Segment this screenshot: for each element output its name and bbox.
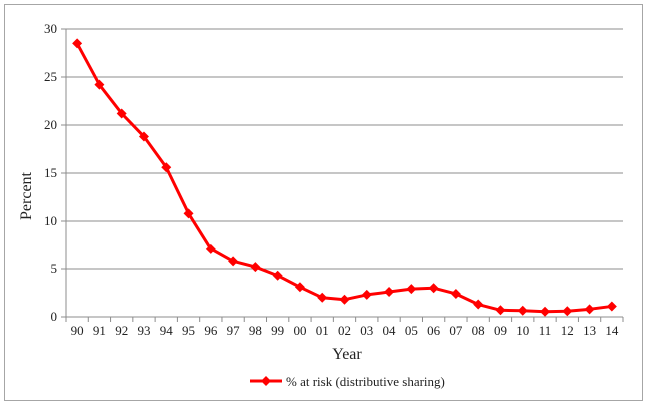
data-point: [205, 243, 216, 254]
legend-diamond-marker: [261, 376, 271, 386]
data-point: [606, 301, 617, 312]
y-tick-label: 25: [44, 69, 57, 84]
data-point: [473, 299, 484, 310]
data-point: [384, 287, 395, 298]
x-tick-label: 09: [494, 323, 507, 338]
gridlines: [66, 28, 623, 270]
y-axis-ticks: 0 5 10 15 20 25 30: [44, 21, 66, 324]
x-tick-label: 11: [539, 323, 552, 338]
x-tick-label: 00: [293, 323, 306, 338]
y-tick-label: 10: [44, 213, 57, 228]
y-tick-label: 5: [51, 261, 58, 276]
y-tick-label: 0: [51, 309, 58, 324]
x-tick-label: 91: [93, 323, 106, 338]
series-layer: [72, 38, 617, 317]
x-axis: [65, 29, 623, 318]
x-tick-label: 03: [360, 323, 373, 338]
x-tick-label: 94: [160, 323, 174, 338]
legend: % at risk (distributive sharing): [250, 374, 445, 389]
x-axis-ticks: 90 91 92 93 94 95 96 97 98 99 00 01 02 03 04 05 06 07 08 09…: [65, 317, 624, 338]
x-tick-label: 05: [405, 323, 418, 338]
x-tick-label: 96: [204, 323, 218, 338]
data-point: [562, 306, 573, 317]
data-point: [228, 256, 239, 267]
data-point: [361, 289, 372, 300]
x-tick-label: 01: [316, 323, 329, 338]
data-point: [116, 108, 127, 119]
data-point: [406, 284, 417, 295]
x-tick-label: 10: [516, 323, 529, 338]
data-point: [138, 131, 149, 142]
data-point: [294, 282, 305, 293]
x-tick-label: 04: [383, 323, 397, 338]
data-point: [428, 283, 439, 294]
x-tick-label: 12: [561, 323, 574, 338]
data-point: [94, 79, 105, 90]
chart-frame: [4, 4, 643, 401]
legend-label: % at risk (distributive sharing): [286, 374, 445, 389]
data-point: [517, 305, 528, 316]
x-tick-label: 92: [115, 323, 128, 338]
series-line: [75, 42, 613, 314]
x-tick-label: 93: [137, 323, 150, 338]
data-point: [72, 38, 83, 49]
y-tick-label: 20: [44, 117, 57, 132]
y-tick-label: 30: [44, 21, 57, 36]
x-tick-label: 14: [605, 323, 619, 338]
data-point: [317, 292, 328, 303]
data-point: [250, 262, 261, 273]
data-point: [540, 306, 551, 317]
y-axis-title: Percent: [18, 171, 35, 220]
data-point: [183, 208, 194, 219]
x-tick-label: 99: [271, 323, 284, 338]
data-point: [584, 304, 595, 315]
x-tick-label: 95: [182, 323, 195, 338]
data-point: [272, 270, 283, 281]
x-tick-label: 08: [472, 323, 485, 338]
x-tick-label: 13: [583, 323, 596, 338]
data-point: [339, 294, 350, 305]
data-point: [161, 162, 172, 173]
x-tick-label: 98: [249, 323, 262, 338]
data-point: [450, 288, 461, 299]
x-axis-title: Year: [332, 346, 362, 363]
data-point: [495, 305, 506, 316]
y-tick-label: 15: [44, 165, 57, 180]
x-tick-label: 07: [449, 323, 463, 338]
x-tick-label: 02: [338, 323, 351, 338]
x-tick-label: 97: [227, 323, 241, 338]
x-tick-label: 06: [427, 323, 441, 338]
x-tick-label: 90: [71, 323, 84, 338]
